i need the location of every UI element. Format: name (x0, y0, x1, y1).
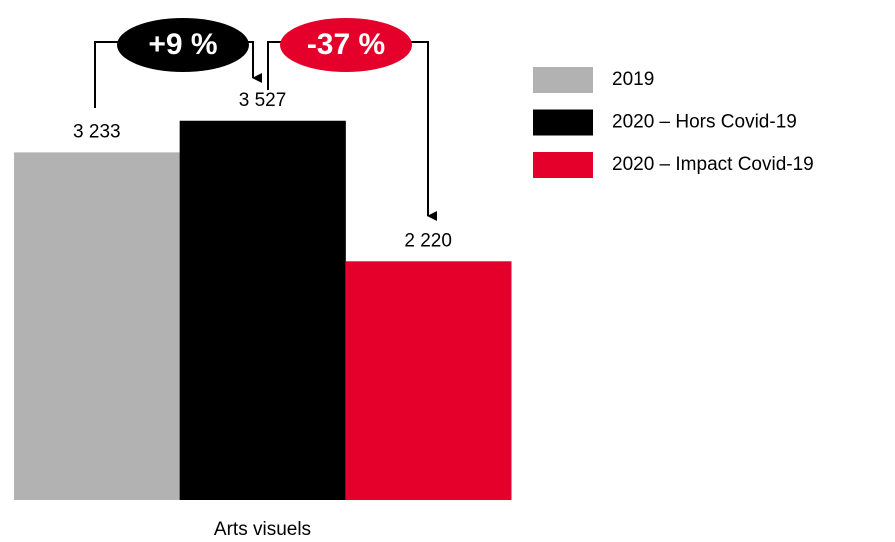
legend-label: 2020 – Impact Covid-19 (612, 154, 814, 175)
legend-swatch (533, 109, 593, 136)
x-tick-label: Arts visuels (214, 519, 311, 540)
value-label: 3 527 (239, 90, 287, 111)
legend-swatch (533, 67, 593, 93)
annotation-badge (117, 18, 249, 72)
connector (267, 41, 283, 90)
value-label: 2 220 (404, 230, 452, 251)
annotations: +9 % -37 % (117, 18, 412, 72)
value-label: 3 233 (73, 121, 121, 142)
connector (94, 41, 120, 108)
bar (14, 152, 181, 500)
legend-label: 2019 (612, 69, 654, 90)
annotation-text: -37 % (307, 28, 385, 61)
bar (179, 120, 346, 500)
annotation-text: +9 % (148, 28, 217, 61)
bar (345, 261, 512, 500)
legend-swatch (533, 152, 593, 178)
annotation-badge (280, 18, 412, 72)
connector (410, 41, 437, 221)
legend-label: 2020 – Hors Covid-19 (612, 112, 797, 133)
